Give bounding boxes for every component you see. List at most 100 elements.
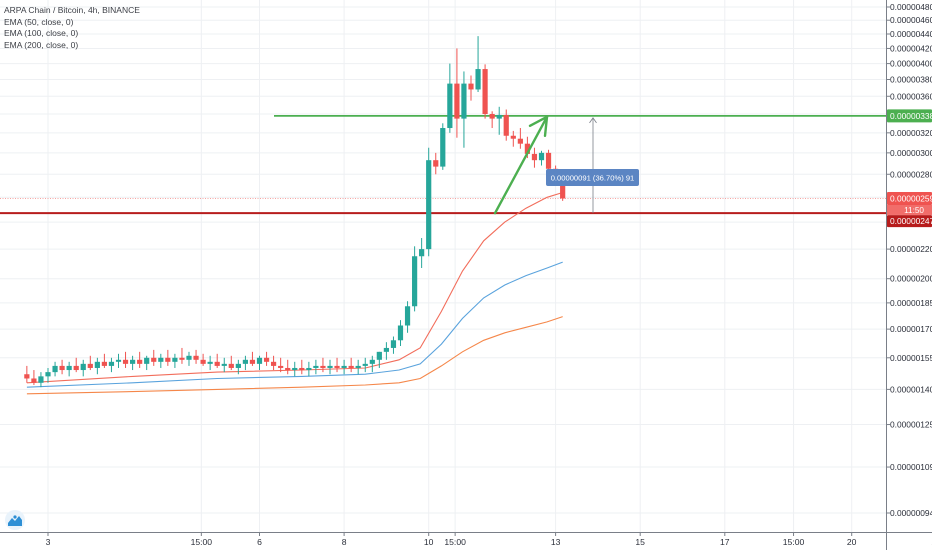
candle-up: [109, 362, 114, 366]
ema200-line: [27, 317, 563, 394]
candle-up: [356, 366, 361, 368]
candle-up: [81, 364, 86, 370]
candle-up: [306, 368, 311, 370]
countdown-label: 11:50: [904, 206, 924, 215]
candle-down: [229, 364, 234, 368]
candle-up: [363, 364, 368, 366]
candle-up: [95, 362, 100, 368]
x-tick-label: 3: [46, 537, 51, 547]
candle-up: [370, 360, 375, 364]
legend-title[interactable]: ARPA Chain / Bitcoin, 4h, BINANCE: [4, 5, 140, 17]
candle-down: [165, 358, 170, 362]
y-tick-label: 0.00000220: [890, 244, 932, 254]
drawings[interactable]: 0.00000091 (36.70%) 91: [495, 117, 639, 213]
measure-label: 0.00000091 (36.70%) 91: [551, 174, 635, 183]
legend-ema200[interactable]: EMA (200, close, 0): [4, 40, 140, 52]
candle-down: [193, 356, 198, 360]
candle-up: [426, 160, 431, 249]
support-price-label: 0.00000247: [890, 216, 932, 226]
x-tick-label: 6: [257, 537, 262, 547]
candle-up: [440, 128, 445, 167]
candle-up: [158, 358, 163, 362]
candle-down: [433, 160, 438, 166]
candle-up: [236, 364, 241, 368]
candle-up: [292, 368, 297, 370]
candle-down: [31, 378, 36, 382]
y-tick-label: 0.00000200: [890, 274, 932, 284]
candle-up: [384, 348, 389, 352]
candle-up: [391, 340, 396, 348]
candle-up: [539, 153, 544, 160]
candle-up: [257, 358, 262, 364]
candle-up: [398, 325, 403, 340]
candle-up: [130, 360, 135, 364]
candle-up: [461, 84, 466, 119]
current-price-label: 0.00000259: [890, 193, 932, 203]
y-tick-label: 0.00000109: [890, 462, 932, 472]
x-tick-label: 13: [551, 537, 561, 547]
candle-down: [334, 366, 339, 368]
y-tick-label: 0.00000380: [890, 74, 932, 84]
x-tick-label: 10: [424, 537, 434, 547]
candle-down: [179, 358, 184, 360]
legend-ema50[interactable]: EMA (50, close, 0): [4, 17, 140, 29]
candle-up: [45, 372, 50, 376]
y-tick-label: 0.00000185: [890, 298, 932, 308]
candle-up: [497, 115, 502, 119]
candle-down: [74, 366, 79, 370]
candle-down: [454, 84, 459, 119]
candle-down: [59, 366, 64, 370]
candle-down: [215, 362, 220, 366]
candle-down: [349, 366, 354, 368]
candle-down: [88, 364, 93, 368]
y-tick-label: 0.00000460: [890, 15, 932, 25]
candle-up: [342, 366, 347, 368]
y-tick-label: 0.00000170: [890, 324, 932, 334]
candle-down: [250, 360, 255, 364]
candle-down: [532, 154, 537, 160]
candle-up: [313, 366, 318, 368]
x-tick-label: 15:00: [444, 537, 466, 547]
candle-down: [137, 360, 142, 364]
y-tick-label: 0.00000155: [890, 353, 932, 363]
x-tick-label: 17: [720, 537, 730, 547]
y-tick-label: 0.00000420: [890, 43, 932, 53]
resistance-price-label: 0.00000338: [890, 111, 932, 121]
candle-down: [299, 368, 304, 370]
candle-down: [546, 153, 551, 169]
candle-up: [67, 366, 72, 370]
x-tick-label: 8: [342, 537, 347, 547]
y-tick-label: 0.00000360: [890, 91, 932, 101]
candles: [24, 36, 565, 387]
y-tick-label: 0.00000140: [890, 384, 932, 394]
x-tick-label: 15:00: [191, 537, 213, 547]
y-tick-label: 0.00000480: [890, 2, 932, 12]
x-tick-label: 20: [847, 537, 857, 547]
candle-up: [447, 84, 452, 128]
candle-up: [52, 366, 57, 372]
candle-up: [144, 358, 149, 364]
candle-up: [222, 364, 227, 366]
tradingview-logo-icon[interactable]: [5, 510, 25, 530]
y-tick-label: 0.00000300: [890, 148, 932, 158]
candle-up: [243, 360, 248, 364]
candle-up: [377, 352, 382, 360]
y-tick-label: 0.00000320: [890, 128, 932, 138]
candle-up: [405, 306, 410, 325]
legend: ARPA Chain / Bitcoin, 4h, BINANCE EMA (5…: [4, 5, 140, 51]
candle-up: [116, 360, 121, 362]
x-tick-label: 15: [635, 537, 645, 547]
candle-up: [327, 366, 332, 368]
candle-down: [24, 374, 29, 378]
candle-up: [412, 256, 417, 306]
candle-down: [271, 362, 276, 366]
y-tick-label: 0.00000280: [890, 169, 932, 179]
x-tick-label: 15:00: [783, 537, 805, 547]
candle-down: [490, 114, 495, 119]
y-tick-label: 0.00000440: [890, 29, 932, 39]
legend-ema100[interactable]: EMA (100, close, 0): [4, 28, 140, 40]
candle-down: [201, 360, 206, 364]
candle-down: [102, 362, 107, 366]
